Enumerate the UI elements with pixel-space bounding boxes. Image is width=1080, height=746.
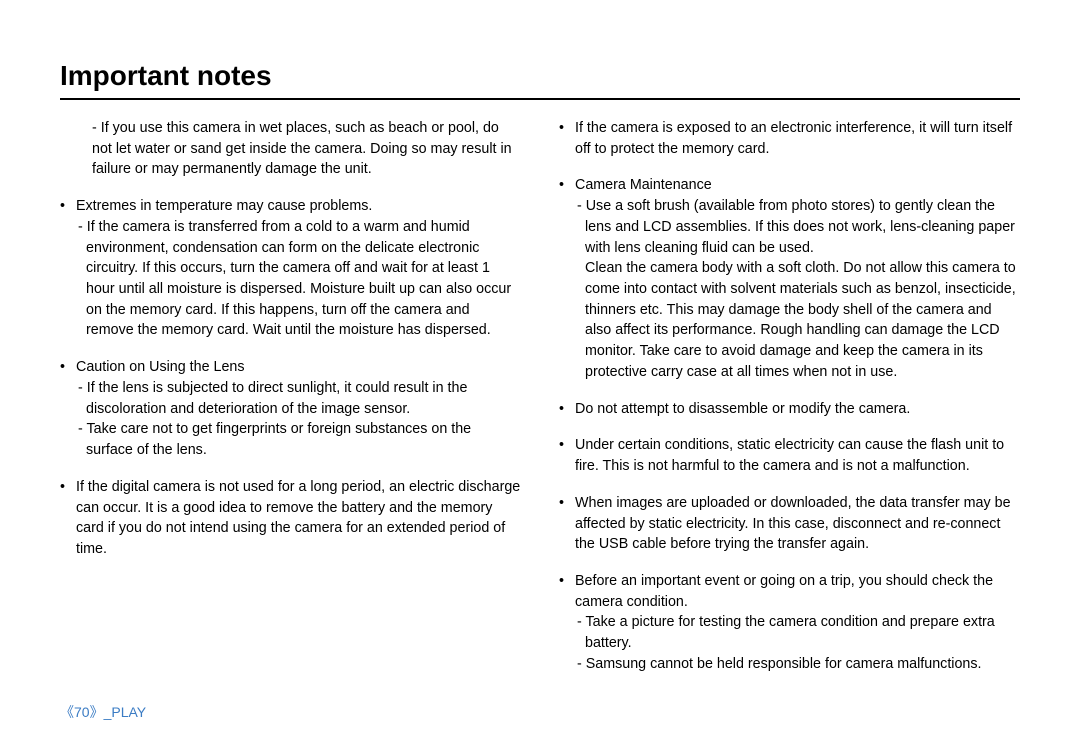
interference-note: If the camera is exposed to an electroni… xyxy=(559,118,1020,159)
temperature-note: Extremes in temperature may cause proble… xyxy=(60,196,521,341)
transfer-note: When images are uploaded or downloaded, … xyxy=(559,493,1020,555)
lens-sub-1: - If the lens is subjected to direct sun… xyxy=(76,378,521,419)
bullet-text: Camera Maintenance xyxy=(575,177,712,193)
bullet-text: Extremes in temperature may cause proble… xyxy=(76,198,372,214)
left-column: - If you use this camera in wet places, … xyxy=(60,118,521,691)
bullet-text: Before an important event or going on a … xyxy=(575,573,993,610)
wet-places-note: - If you use this camera in wet places, … xyxy=(60,118,521,180)
trip-sub-2: - Samsung cannot be held responsible for… xyxy=(575,654,1020,675)
bullet-text: Do not attempt to disassemble or modify … xyxy=(575,401,910,417)
static-flash-note: Under certain conditions, static electri… xyxy=(559,435,1020,476)
bullet-text: If the digital camera is not used for a … xyxy=(76,479,520,557)
content-columns: - If you use this camera in wet places, … xyxy=(60,118,1020,691)
lens-caution: Caution on Using the Lens - If the lens … xyxy=(60,357,521,461)
maintenance-note: Camera Maintenance - Use a soft brush (a… xyxy=(559,175,1020,382)
bullet-text: Under certain conditions, static electri… xyxy=(575,437,1004,474)
trip-check-note: Before an important event or going on a … xyxy=(559,571,1020,675)
right-column: If the camera is exposed to an electroni… xyxy=(559,118,1020,691)
temperature-sub: - If the camera is transferred from a co… xyxy=(76,217,521,341)
section-label: _PLAY xyxy=(104,704,147,720)
maintenance-sub-1: - Use a soft brush (available from photo… xyxy=(575,196,1020,258)
discharge-note: If the digital camera is not used for a … xyxy=(60,477,521,560)
trip-sub-1: - Take a picture for testing the camera … xyxy=(575,612,1020,653)
bullet-text: Caution on Using the Lens xyxy=(76,359,245,375)
bullet-text: When images are uploaded or downloaded, … xyxy=(575,495,1011,552)
page-title: Important notes xyxy=(60,60,1020,100)
maintenance-sub-2: Clean the camera body with a soft cloth.… xyxy=(575,258,1020,382)
bullet-text: If the camera is exposed to an electroni… xyxy=(575,120,1012,157)
disassemble-note: Do not attempt to disassemble or modify … xyxy=(559,399,1020,420)
lens-sub-2: - Take care not to get fingerprints or f… xyxy=(76,419,521,460)
page-footer: 《70》_PLAY xyxy=(60,702,146,722)
page-number: 《70》 xyxy=(60,704,104,720)
